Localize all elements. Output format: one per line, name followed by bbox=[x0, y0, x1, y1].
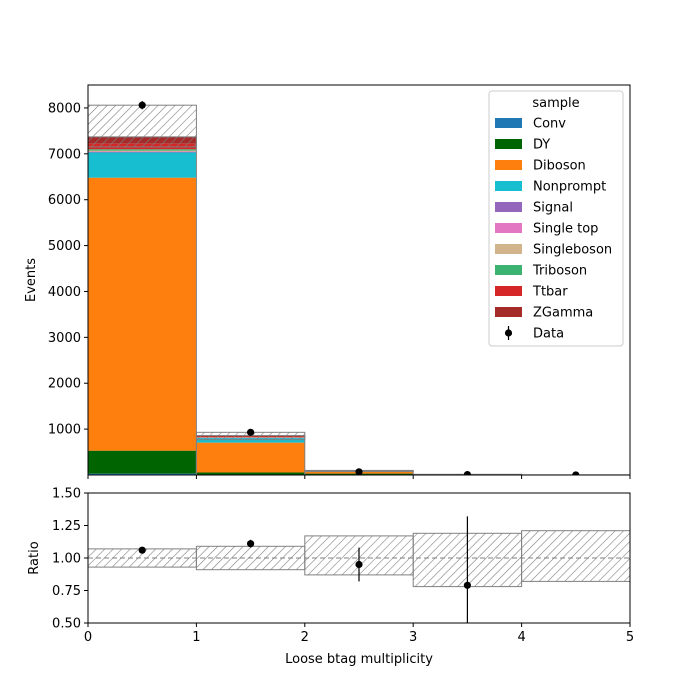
legend-label-9: ZGamma bbox=[533, 306, 593, 321]
legend-label-0: Conv bbox=[533, 117, 566, 132]
legend-swatch-5 bbox=[495, 223, 522, 233]
x-tick-label-4: 4 bbox=[517, 630, 525, 645]
main-y-tick-label-5: 6000 bbox=[48, 193, 81, 208]
legend-swatch-4 bbox=[495, 202, 522, 212]
legend-box bbox=[488, 90, 624, 347]
ratio-panel: 0.50 0.75 1.00 1.25 1.50 0 1 2 3 4 5 Ratio Loose … bbox=[27, 487, 634, 668]
ratio-point-1 bbox=[247, 540, 255, 548]
legend-title: sample bbox=[532, 96, 579, 111]
main-axes-frame bbox=[87, 84, 631, 476]
legend-swatch-8 bbox=[495, 286, 522, 296]
x-axis-label: Loose btag multiplicity bbox=[285, 652, 433, 667]
legend-label-5: Single top bbox=[533, 222, 598, 237]
ratio-band-bin-4 bbox=[521, 530, 630, 582]
ratio-y-tick-label-3: 1.25 bbox=[52, 519, 81, 534]
legend-swatch-2 bbox=[495, 160, 522, 170]
x-tick-label-0: 0 bbox=[84, 630, 92, 645]
data-point-0 bbox=[138, 101, 146, 109]
x-tick-label-2: 2 bbox=[301, 630, 309, 645]
ratio-point-2 bbox=[355, 560, 363, 569]
legend: sample Conv DY Diboson Nonprompt Signal Single… bbox=[488, 90, 624, 347]
ratio-point-0 bbox=[138, 546, 146, 554]
ratio-y-tick-label-2: 1.00 bbox=[52, 552, 81, 567]
main-y-tick-label-3: 4000 bbox=[48, 285, 81, 300]
legend-swatch-6 bbox=[495, 244, 522, 254]
legend-swatch-1 bbox=[495, 139, 522, 149]
bar-conv-bin-0 bbox=[88, 473, 197, 475]
x-tick-label-5: 5 bbox=[626, 630, 634, 645]
ratio-y-axis: 0.50 0.75 1.00 1.25 1.50 bbox=[52, 487, 88, 632]
data-point-1 bbox=[247, 428, 255, 436]
bar-dy-bin-1 bbox=[196, 472, 305, 475]
main-y-tick-label-1: 2000 bbox=[48, 377, 81, 392]
legend-swatch-3 bbox=[495, 181, 522, 191]
ratio-x-axis: 0 1 2 3 4 5 bbox=[84, 623, 634, 645]
main-y-axis: 1000 2000 3000 4000 5000 6000 7000 8000 bbox=[48, 101, 88, 438]
legend-label-10: Data bbox=[533, 327, 564, 342]
legend-swatch-0 bbox=[495, 118, 522, 128]
bar-triboson-bin-0 bbox=[88, 149, 197, 151]
main-y-tick-label-7: 8000 bbox=[48, 101, 81, 116]
main-y-axis-label: Events bbox=[24, 258, 39, 302]
bar-nonprompt-bin-1 bbox=[196, 438, 305, 443]
ratio-y-tick-label-1: 0.75 bbox=[52, 584, 81, 599]
legend-swatch-7 bbox=[495, 265, 522, 275]
main-y-tick-label-6: 7000 bbox=[48, 147, 81, 162]
bar-nonprompt-bin-0 bbox=[88, 152, 197, 178]
uncertainty-band-bin-0 bbox=[88, 104, 197, 148]
bar-diboson-bin-1 bbox=[196, 442, 305, 473]
legend-data-marker bbox=[504, 329, 513, 337]
legend-swatch-9 bbox=[495, 307, 522, 317]
x-tick-label-1: 1 bbox=[192, 630, 200, 645]
legend-label-6: Singleboson bbox=[533, 243, 612, 258]
data-point-3 bbox=[463, 470, 471, 475]
ratio-y-tick-label-4: 1.50 bbox=[52, 487, 81, 502]
bar-dy-bin-0 bbox=[88, 450, 197, 474]
legend-label-3: Nonprompt bbox=[533, 180, 606, 195]
legend-label-8: Ttbar bbox=[532, 285, 568, 300]
main-x-axis bbox=[87, 475, 631, 479]
x-tick-label-3: 3 bbox=[409, 630, 417, 645]
ratio-point-3 bbox=[463, 581, 471, 589]
ratio-y-tick-label-0: 0.50 bbox=[52, 617, 81, 632]
legend-label-1: DY bbox=[533, 138, 550, 153]
bar-diboson-bin-0 bbox=[88, 177, 197, 451]
legend-label-4: Signal bbox=[533, 201, 573, 216]
ratio-plot-area bbox=[88, 516, 630, 623]
main-y-tick-label-0: 1000 bbox=[48, 423, 81, 438]
data-point-4 bbox=[572, 471, 580, 475]
bar-singleboson-bin-0 bbox=[88, 150, 197, 152]
main-y-tick-label-2: 3000 bbox=[48, 331, 81, 346]
data-point-2 bbox=[355, 468, 363, 475]
legend-label-2: Diboson bbox=[533, 159, 586, 174]
main-plot-area bbox=[88, 101, 630, 475]
main-y-tick-label-4: 5000 bbox=[48, 239, 81, 254]
ratio-y-axis-label: Ratio bbox=[27, 541, 42, 574]
legend-label-7: Triboson bbox=[532, 264, 587, 279]
